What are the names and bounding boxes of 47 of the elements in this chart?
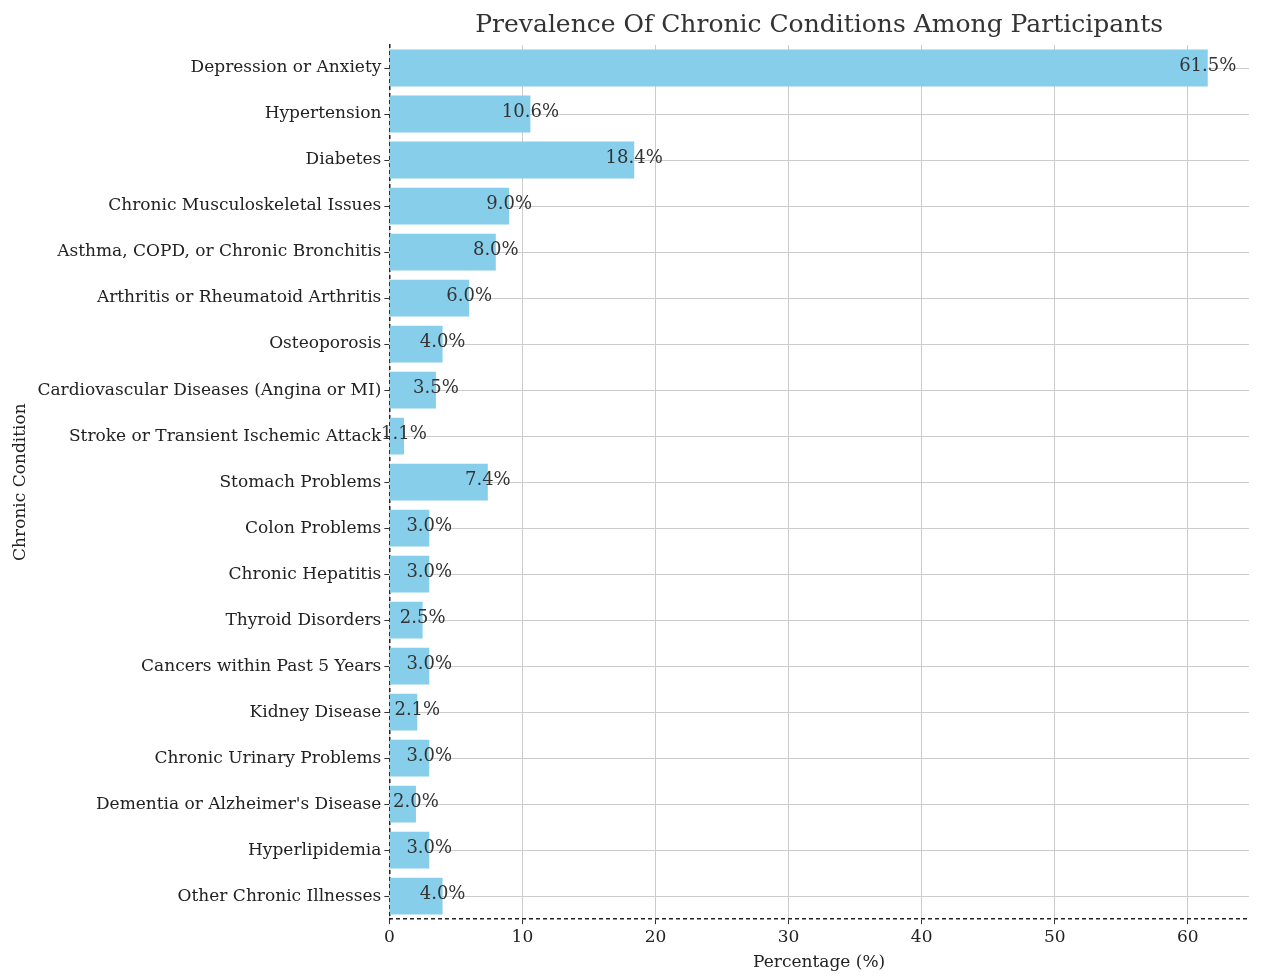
y-tick-label: Hypertension (264, 102, 382, 123)
data-label: 3.0% (406, 559, 453, 581)
y-tick-label: Stroke or Transient Ischemic Attack (68, 424, 383, 445)
y-tick-label: Depression or Anxiety (190, 56, 382, 77)
y-tick-label: Other Chronic Illnesses (177, 884, 382, 905)
x-tick-label: 40 (910, 925, 933, 946)
data-label: 9.0% (486, 191, 532, 213)
y-tick-label: Hyperlipidemia (248, 838, 382, 859)
y-tick-label: Osteoporosis (269, 332, 382, 353)
y-tick-label: Kidney Disease (249, 700, 382, 721)
x-tick-label: 50 (1043, 925, 1066, 946)
y-tick-label: Chronic Hepatitis (228, 562, 382, 583)
y-tick-label: Stomach Problems (219, 470, 382, 491)
data-label: 3.0% (406, 513, 453, 535)
data-label: 4.0% (419, 329, 466, 351)
data-label: 2.5% (399, 605, 446, 627)
y-tick-label: Arthritis or Rheumatoid Arthritis (95, 286, 382, 307)
data-label: 3.0% (406, 651, 453, 673)
y-tick-label: Diabetes (305, 148, 382, 169)
data-label: 3.0% (406, 743, 453, 765)
y-tick-label: Colon Problems (245, 516, 382, 537)
data-label: 7.4% (464, 467, 511, 489)
data-label: 2.1% (394, 697, 441, 719)
data-label: 10.6% (501, 99, 559, 121)
data-label: 18.4% (605, 145, 663, 167)
x-axis-title: Percentage (%) (753, 951, 886, 972)
y-tick-label: Chronic Urinary Problems (154, 746, 382, 767)
data-label: 6.0% (446, 283, 493, 305)
data-label: 4.0% (419, 881, 466, 903)
chart-title: Prevalence Of Chronic Conditions Among Participants (475, 8, 1164, 38)
data-label: 3.5% (413, 375, 459, 397)
x-tick-label: 30 (777, 925, 800, 946)
data-label: 61.5% (1179, 53, 1237, 75)
data-label: 8.0% (472, 237, 519, 259)
x-tick-label: 20 (644, 925, 667, 946)
y-tick-label: Thyroid Disorders (225, 608, 382, 629)
y-tick-label: Cardiovascular Diseases (Angina or MI) (37, 378, 382, 399)
y-tick-label: Dementia or Alzheimer's Disease (95, 792, 382, 813)
y-tick-label: Cancers within Past 5 Years (141, 654, 382, 675)
x-tick-label: 60 (1176, 925, 1199, 946)
data-label: 2.0% (393, 789, 439, 811)
x-tick-label: 10 (511, 925, 534, 946)
y-tick-label: Asthma, COPD, or Chronic Bronchitis (56, 240, 382, 261)
x-tick-label: 0 (383, 925, 395, 946)
data-label: 3.0% (406, 835, 453, 857)
y-tick-label: Chronic Musculoskeletal Issues (108, 194, 382, 215)
y-axis-title: Chronic Condition (8, 403, 29, 561)
